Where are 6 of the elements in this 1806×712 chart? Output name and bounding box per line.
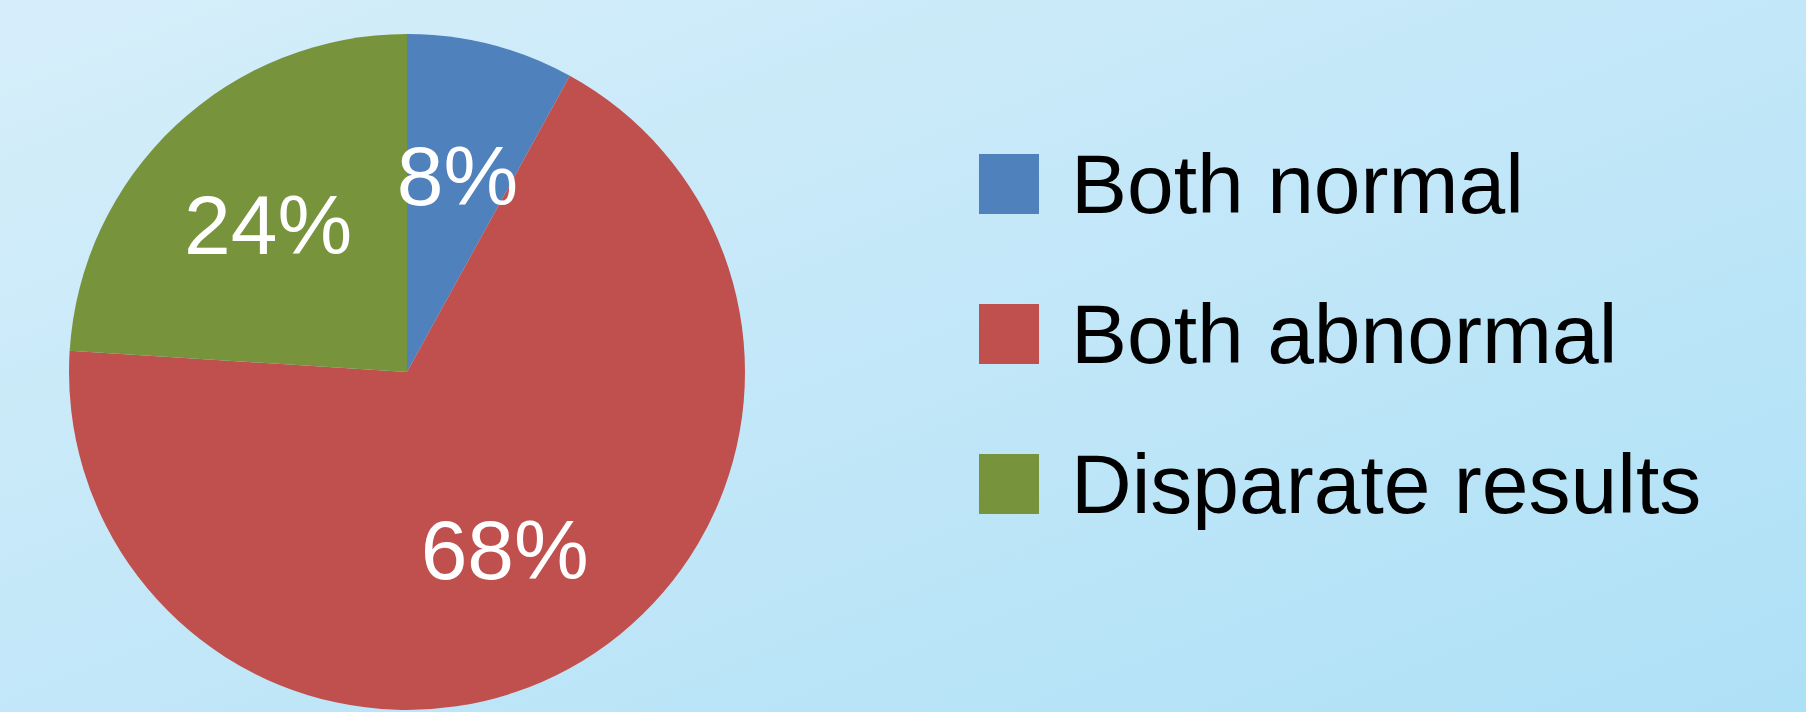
legend-label: Both normal <box>1071 137 1524 232</box>
legend-label: Disparate results <box>1071 437 1702 532</box>
legend-label: Both abnormal <box>1071 287 1618 382</box>
data-label: 24% <box>184 177 353 272</box>
pie-slice <box>69 75 745 710</box>
data-label: 68% <box>420 503 589 598</box>
